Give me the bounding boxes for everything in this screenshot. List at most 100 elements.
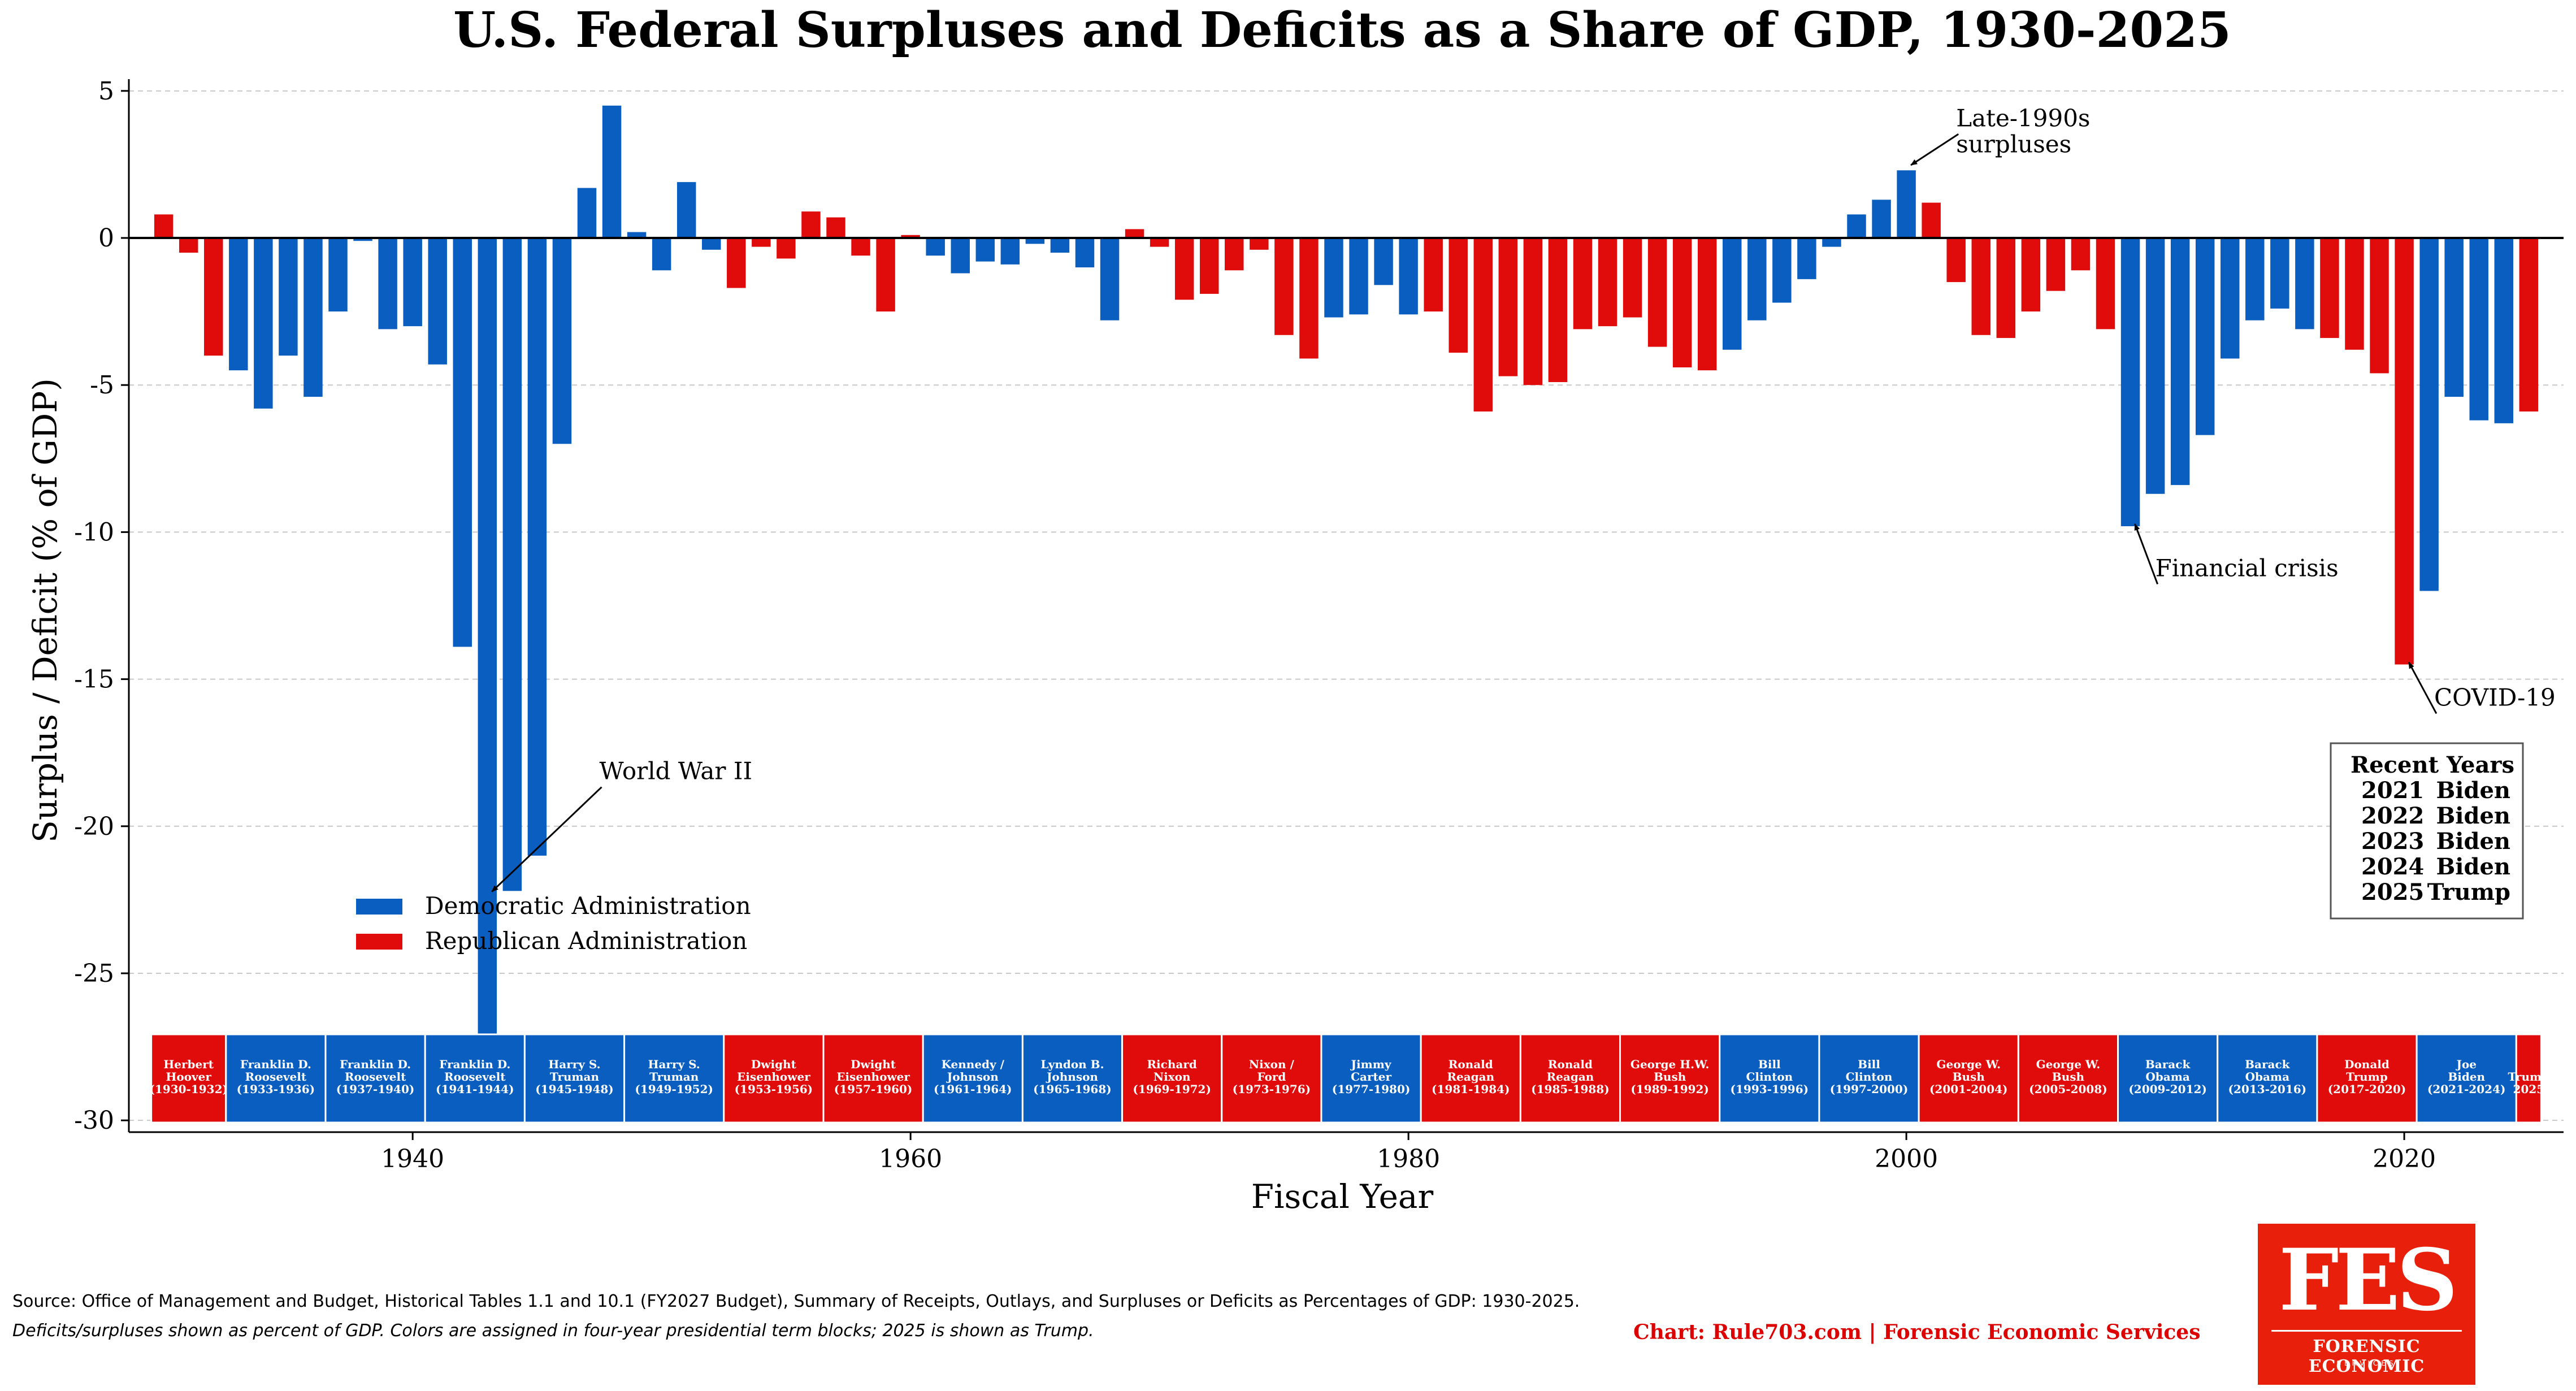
term-label: Ronald Reagan (1985-1988) — [1531, 1058, 1610, 1096]
annotation-text: surpluses — [1956, 130, 2071, 158]
legend-swatch-democratic — [356, 899, 402, 915]
term-name: Reagan — [1447, 1070, 1494, 1084]
term-name: Truman — [649, 1070, 699, 1084]
term-years: (1985-1988) — [1531, 1082, 1610, 1096]
term-name: Donald — [2344, 1058, 2389, 1071]
term-name: Johnson — [946, 1070, 999, 1084]
bar-1967 — [1075, 238, 1095, 268]
term-name: Truman — [550, 1070, 600, 1084]
annotation-arrow — [2134, 523, 2158, 584]
term-name: Barack — [2245, 1058, 2291, 1071]
term-years: (2017-2020) — [2328, 1082, 2406, 1096]
bar-2018 — [2345, 238, 2364, 350]
bar-2013 — [2221, 238, 2240, 359]
logo-divider — [2271, 1330, 2462, 1332]
bar-1953 — [727, 238, 746, 288]
term-name: George H.W. — [1630, 1058, 1710, 1071]
bar-1947 — [577, 188, 597, 239]
bar-1958 — [851, 238, 870, 256]
term-label: Harry S. Truman (1945-1948) — [535, 1058, 614, 1096]
term-label: Barack Obama (2013-2016) — [2228, 1058, 2307, 1096]
bar-2025 — [2519, 238, 2539, 412]
recent-year: 2024 — [2361, 853, 2424, 880]
term-years: (2001-2004) — [1929, 1082, 2008, 1096]
chart-title: U.S. Federal Surpluses and Deficits as a… — [453, 2, 2231, 59]
term-label: Nixon / Ford (1973-1976) — [1233, 1058, 1311, 1096]
term-block — [324, 1033, 426, 1124]
term-label: Dwight Eisenhower (1953-1956) — [735, 1058, 813, 1096]
term-years: (1969-1972) — [1133, 1082, 1211, 1096]
term-name: Obama — [2145, 1070, 2190, 1084]
bar-1968 — [1100, 238, 1120, 320]
term-block — [424, 1033, 526, 1124]
term-years: (1989-1992) — [1630, 1082, 1709, 1096]
legend-label: Democratic Administration — [425, 892, 751, 920]
chart-credit[interactable]: Chart: Rule703.com | Forensic Economic S… — [1633, 1320, 2201, 1344]
recent-president: Biden — [2436, 828, 2510, 855]
term-label: Donald Trump (2017-2020) — [2328, 1058, 2406, 1096]
recent-president: Biden — [2436, 803, 2510, 829]
bars-group — [154, 105, 2539, 1109]
term-name: Lyndon B. — [1040, 1058, 1104, 1071]
bar-1990 — [1647, 238, 1667, 347]
bar-1963 — [975, 238, 995, 262]
bar-1977 — [1324, 238, 1343, 318]
term-name: Eisenhower — [737, 1070, 810, 1084]
term-label: Kennedy / Johnson (1961-1964) — [934, 1058, 1012, 1096]
term-label: Barack Obama (2009-2012) — [2128, 1058, 2207, 1096]
bar-1995 — [1772, 238, 1792, 303]
annotation-text: Financial crisis — [2156, 554, 2339, 582]
bar-1994 — [1747, 238, 1767, 320]
bar-1987 — [1573, 238, 1593, 330]
bar-1933 — [229, 238, 248, 371]
bar-1984 — [1498, 238, 1518, 376]
bar-1985 — [1523, 238, 1543, 385]
bar-1945 — [527, 238, 547, 856]
bar-1998 — [1847, 214, 1866, 239]
term-years: 2025 — [2513, 1082, 2544, 1096]
term-name: Ford — [1257, 1070, 1286, 1084]
legend: Democratic Administration Republican Admi… — [356, 892, 751, 955]
bar-1996 — [1797, 238, 1816, 279]
term-block — [1420, 1033, 1521, 1124]
bar-1980 — [1399, 238, 1418, 315]
term-block — [1519, 1033, 1621, 1124]
bar-1951 — [676, 182, 696, 239]
recent-year: 2022 — [2361, 803, 2424, 829]
bar-2019 — [2370, 238, 2389, 374]
y-tick-label: -25 — [74, 959, 114, 988]
term-years: (1937-1940) — [336, 1082, 415, 1096]
term-name: Herbert — [163, 1058, 214, 1071]
logo-mark: FES — [2278, 1230, 2458, 1330]
term-block — [2217, 1033, 2318, 1124]
y-tick-label: -15 — [74, 665, 114, 694]
term-name: Ronald — [1548, 1058, 1593, 1071]
term-label: Herbert Hoover (1930-1932) — [149, 1058, 228, 1096]
bar-1997 — [1822, 238, 1841, 247]
term-years: (1973-1976) — [1233, 1082, 1311, 1096]
term-name: Franklin D. — [240, 1058, 311, 1071]
bar-2024 — [2494, 238, 2514, 423]
bar-1960 — [901, 235, 920, 239]
term-years: (1930-1932) — [149, 1082, 228, 1096]
bar-1954 — [752, 238, 771, 247]
bar-1999 — [1872, 200, 1891, 239]
bar-1964 — [1000, 238, 1020, 265]
x-tick-label: 2000 — [1875, 1145, 1938, 1173]
bar-2021 — [2419, 238, 2439, 591]
term-label: Trump 2025 — [2508, 1070, 2550, 1096]
legend-label: Republican Administration — [425, 927, 747, 955]
term-years: (2009-2012) — [2128, 1082, 2207, 1096]
bar-2020 — [2395, 238, 2414, 665]
term-years: (1953-1956) — [735, 1082, 813, 1096]
term-label: Harry S. Truman (1949-1952) — [635, 1058, 713, 1096]
recent-president: Biden — [2436, 853, 2510, 880]
term-name: Trump — [2508, 1070, 2550, 1084]
annotation-arrow — [491, 786, 602, 892]
bar-2011 — [2170, 238, 2190, 486]
term-block — [1719, 1033, 1820, 1124]
term-name: George W. — [1936, 1058, 2001, 1071]
term-years: (1961-1964) — [934, 1082, 1012, 1096]
bar-2012 — [2195, 238, 2215, 435]
